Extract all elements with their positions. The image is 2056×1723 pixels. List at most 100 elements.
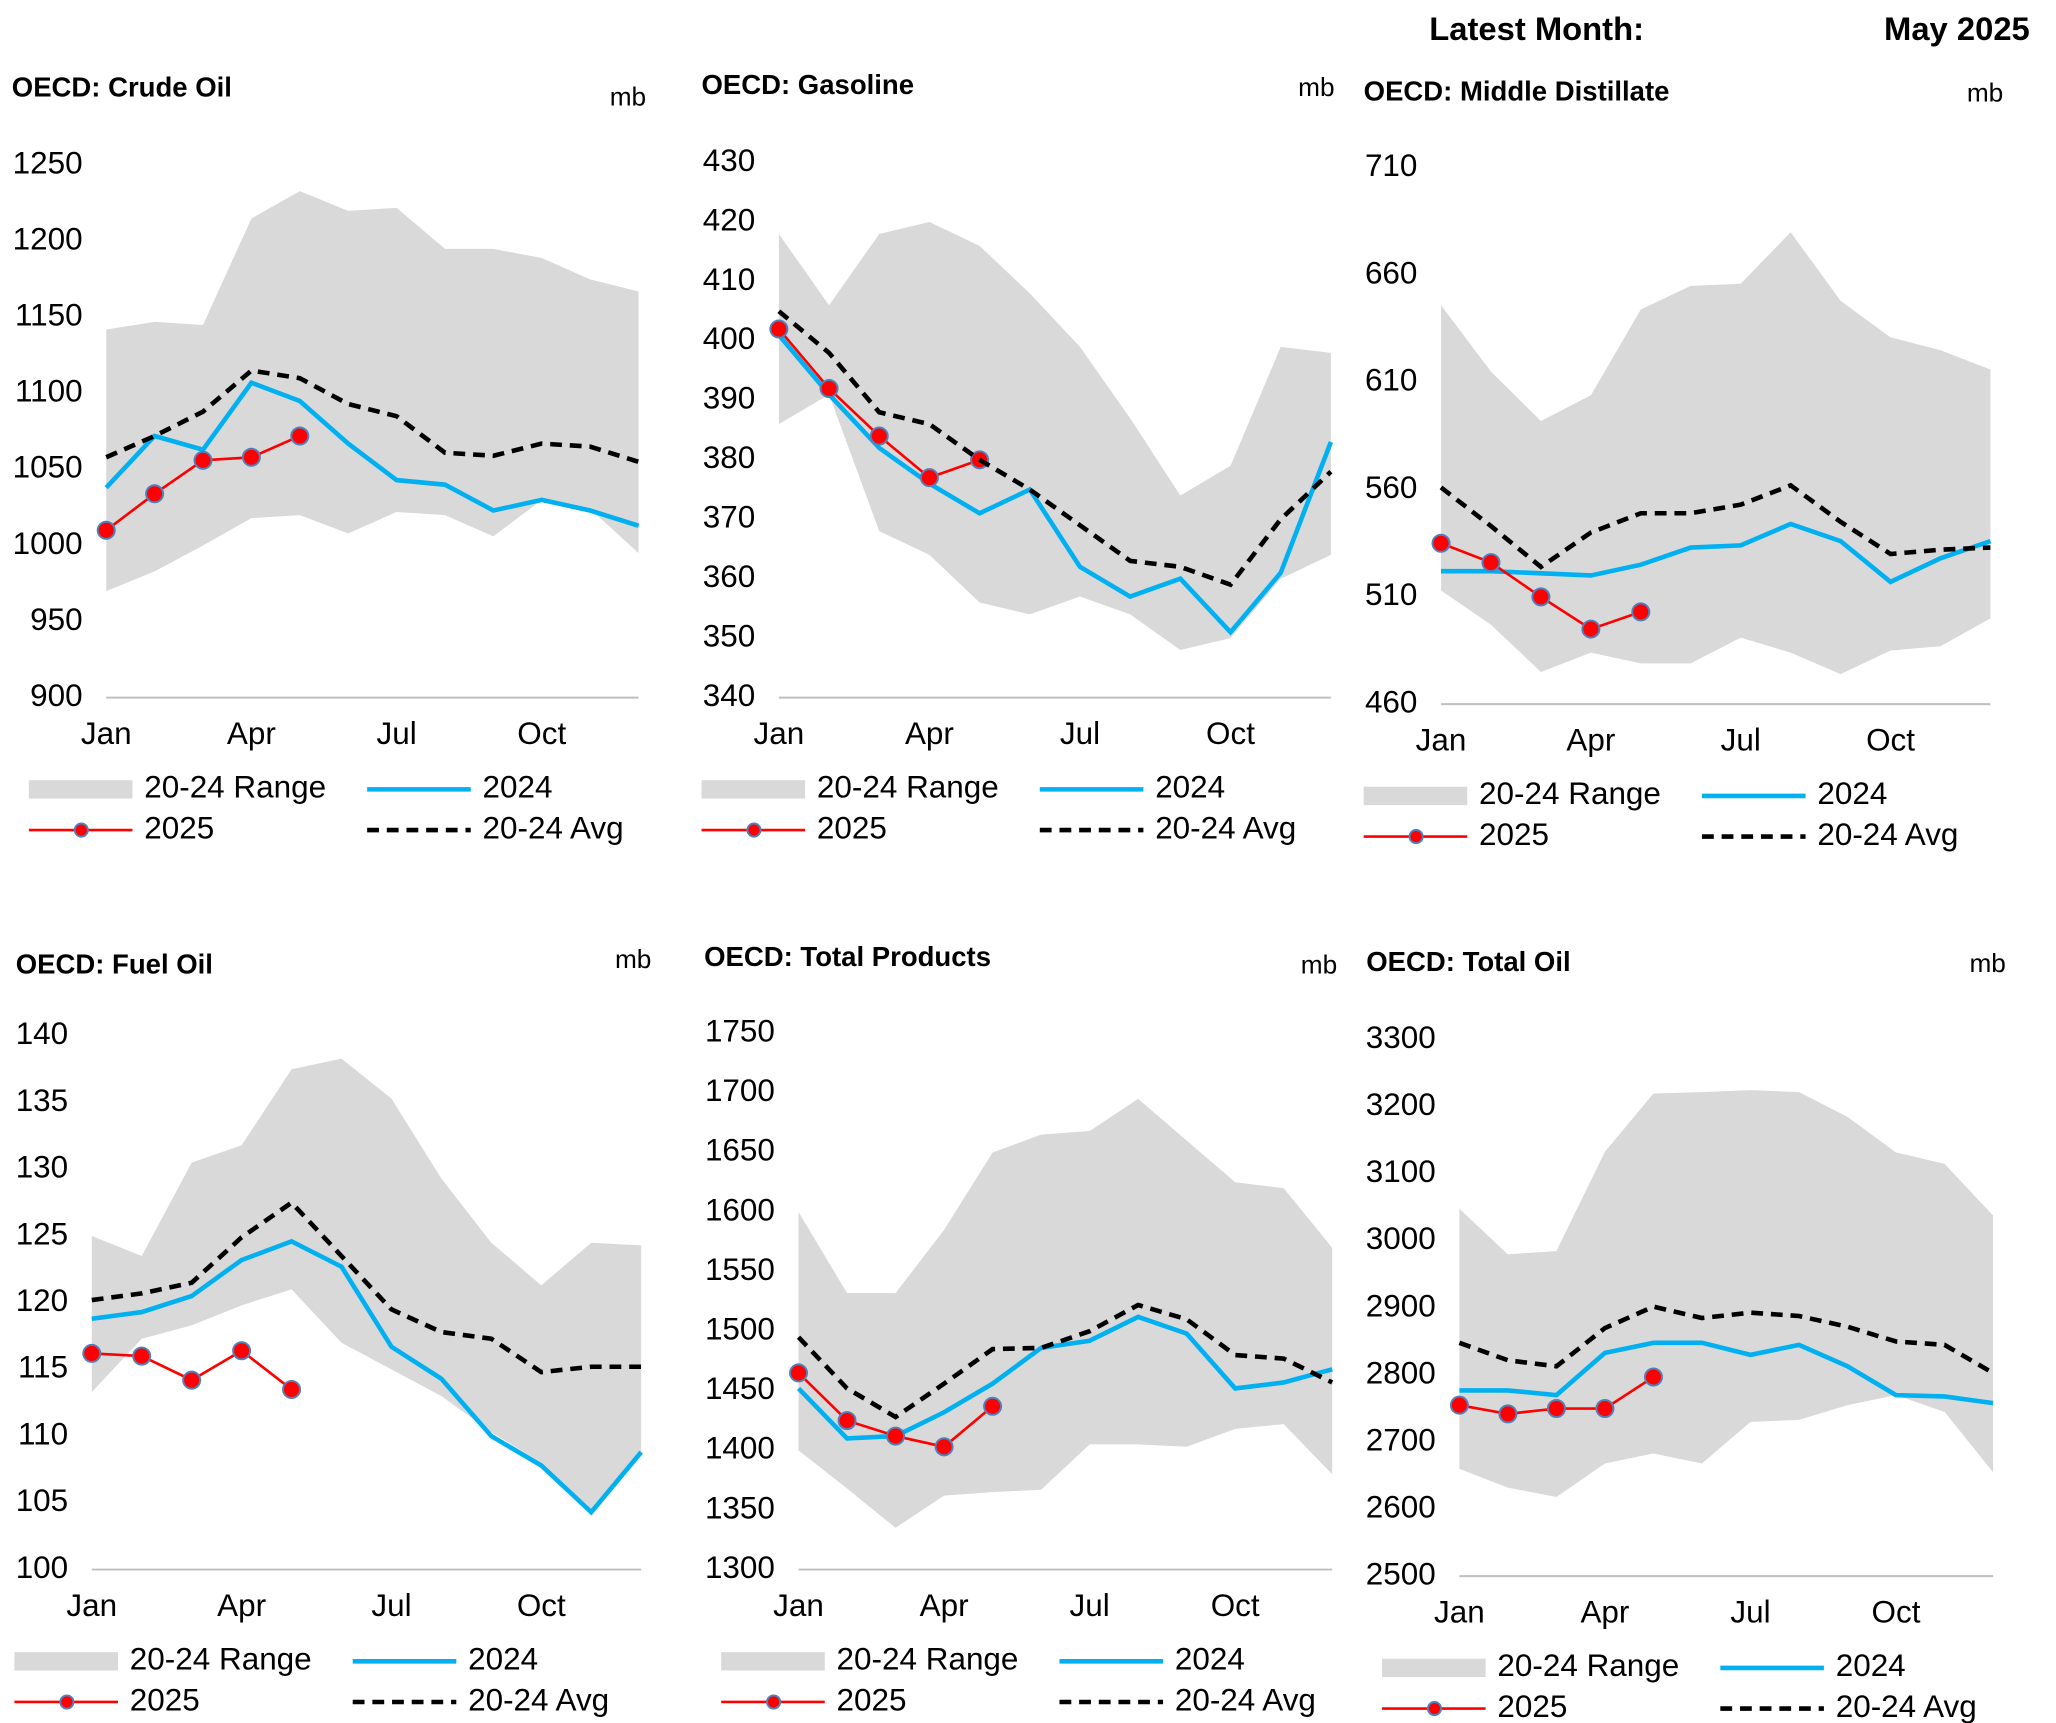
- series-point: [1546, 1399, 1566, 1419]
- range-area: [106, 191, 639, 592]
- y-tick-label: 1050: [13, 450, 83, 485]
- x-tick-label: Jul: [1070, 1588, 1110, 1623]
- x-tick-label: Jan: [1434, 1594, 1485, 1629]
- x-tick-label: Oct: [517, 1588, 566, 1623]
- legend-swatch: [721, 1652, 825, 1671]
- y-tick-label: 130: [16, 1150, 68, 1185]
- y-tick-label: 1750: [705, 1014, 775, 1049]
- series-point: [1531, 587, 1551, 607]
- series-point: [837, 1411, 857, 1431]
- series-point: [1481, 553, 1501, 573]
- series-point: [1449, 1395, 1469, 1415]
- legend-label: 20-24 Avg: [468, 1682, 609, 1717]
- y-tick-label: 1500: [705, 1312, 775, 1347]
- y-tick-label: 115: [18, 1350, 68, 1385]
- x-tick-label: Apr: [217, 1588, 266, 1623]
- series-point: [193, 450, 213, 470]
- y-tick-label: 950: [30, 602, 82, 637]
- series-line: [1441, 521, 1992, 585]
- x-tick-label: Jan: [81, 716, 132, 751]
- chart-title: OECD: Gasoline: [702, 69, 915, 100]
- series-line: [105, 368, 640, 465]
- legend-swatch: [1363, 786, 1468, 806]
- range-area: [778, 222, 1331, 651]
- series-point: [886, 1426, 906, 1446]
- series-point: [1595, 1399, 1615, 1419]
- y-tick-label: 400: [703, 321, 755, 356]
- unit-label: mb: [1301, 949, 1337, 979]
- series-point: [1643, 1367, 1663, 1387]
- legend-label: 20-24 Avg: [1175, 1682, 1316, 1717]
- x-tick-label: Oct: [517, 716, 566, 751]
- unit-label: mb: [615, 944, 651, 974]
- x-tick-label: Apr: [227, 716, 276, 751]
- y-tick-label: 2500: [1366, 1556, 1436, 1591]
- x-tick-label: Jul: [371, 1588, 411, 1623]
- legend-label: 20-24 Avg: [1836, 1689, 1977, 1723]
- chart-title: OECD: Fuel Oil: [16, 949, 213, 980]
- legend-label: 20-24 Avg: [483, 810, 624, 845]
- x-tick-label: Oct: [1211, 1588, 1260, 1623]
- y-tick-label: 2800: [1366, 1355, 1436, 1390]
- legend-label: 2024: [1817, 776, 1887, 811]
- x-tick-label: Oct: [1872, 1594, 1921, 1629]
- y-tick-label: 1400: [705, 1431, 775, 1466]
- chart-title: OECD: Total Products: [704, 941, 991, 972]
- x-tick-label: Apr: [1566, 722, 1615, 757]
- series-point: [919, 468, 939, 488]
- y-tick-label: 1100: [15, 374, 83, 409]
- x-tick-label: Jan: [773, 1588, 824, 1623]
- y-tick-label: 2600: [1366, 1489, 1436, 1524]
- legend-label: 2024: [1155, 770, 1225, 805]
- y-tick-label: 410: [703, 262, 755, 297]
- x-tick-label: Apr: [1580, 1594, 1629, 1629]
- series-point: [769, 319, 789, 339]
- series-point: [232, 1341, 252, 1361]
- chart-title: OECD: Crude Oil: [12, 71, 232, 102]
- y-tick-label: 510: [1365, 577, 1417, 612]
- legend-label: 2024: [468, 1642, 538, 1677]
- series-point: [819, 378, 839, 399]
- series-line: [796, 1302, 1334, 1420]
- series-point: [789, 1363, 809, 1383]
- y-tick-label: 1450: [705, 1371, 775, 1406]
- chart-title: OECD: Middle Distillate: [1364, 75, 1670, 106]
- unit-label: mb: [1298, 72, 1334, 102]
- x-tick-label: Jul: [1060, 716, 1100, 751]
- range-area: [1459, 1090, 1994, 1498]
- y-tick-label: 3100: [1366, 1154, 1436, 1189]
- series-point: [182, 1370, 202, 1390]
- series-point: [241, 447, 261, 467]
- legend-swatch: [1382, 1658, 1486, 1678]
- y-tick-label: 3000: [1366, 1221, 1436, 1256]
- series-line: [91, 1199, 642, 1375]
- legend-label: 2025: [1479, 817, 1549, 852]
- y-tick-label: 430: [703, 143, 755, 178]
- series-point: [282, 1379, 302, 1399]
- y-tick-label: 1150: [15, 298, 83, 333]
- legend-label: 20-24 Range: [837, 1642, 1019, 1677]
- legend-label: 2024: [1836, 1648, 1906, 1683]
- y-tick-label: 1200: [13, 222, 83, 257]
- y-tick-label: 340: [703, 678, 755, 713]
- y-tick-label: 380: [703, 440, 755, 475]
- legend-swatch: [14, 1652, 119, 1671]
- y-tick-label: 3300: [1366, 1020, 1436, 1055]
- x-tick-label: Jul: [1730, 1594, 1770, 1629]
- y-tick-label: 710: [1365, 148, 1417, 183]
- legend-marker: [746, 822, 762, 838]
- x-tick-label: Jan: [1416, 722, 1467, 757]
- y-tick-label: 660: [1365, 255, 1417, 290]
- latest-month-value: May 2025: [1884, 10, 2030, 47]
- y-tick-label: 105: [16, 1483, 68, 1518]
- legend-label: 20-24 Range: [130, 1642, 312, 1677]
- series-point: [983, 1396, 1003, 1416]
- series-point: [869, 426, 889, 446]
- series-point: [934, 1437, 954, 1457]
- legend-label: 2024: [483, 770, 553, 805]
- y-tick-label: 900: [30, 678, 82, 713]
- legend-swatch: [701, 780, 806, 799]
- x-tick-label: Apr: [905, 716, 954, 751]
- legend-label: 20-24 Range: [1479, 776, 1661, 811]
